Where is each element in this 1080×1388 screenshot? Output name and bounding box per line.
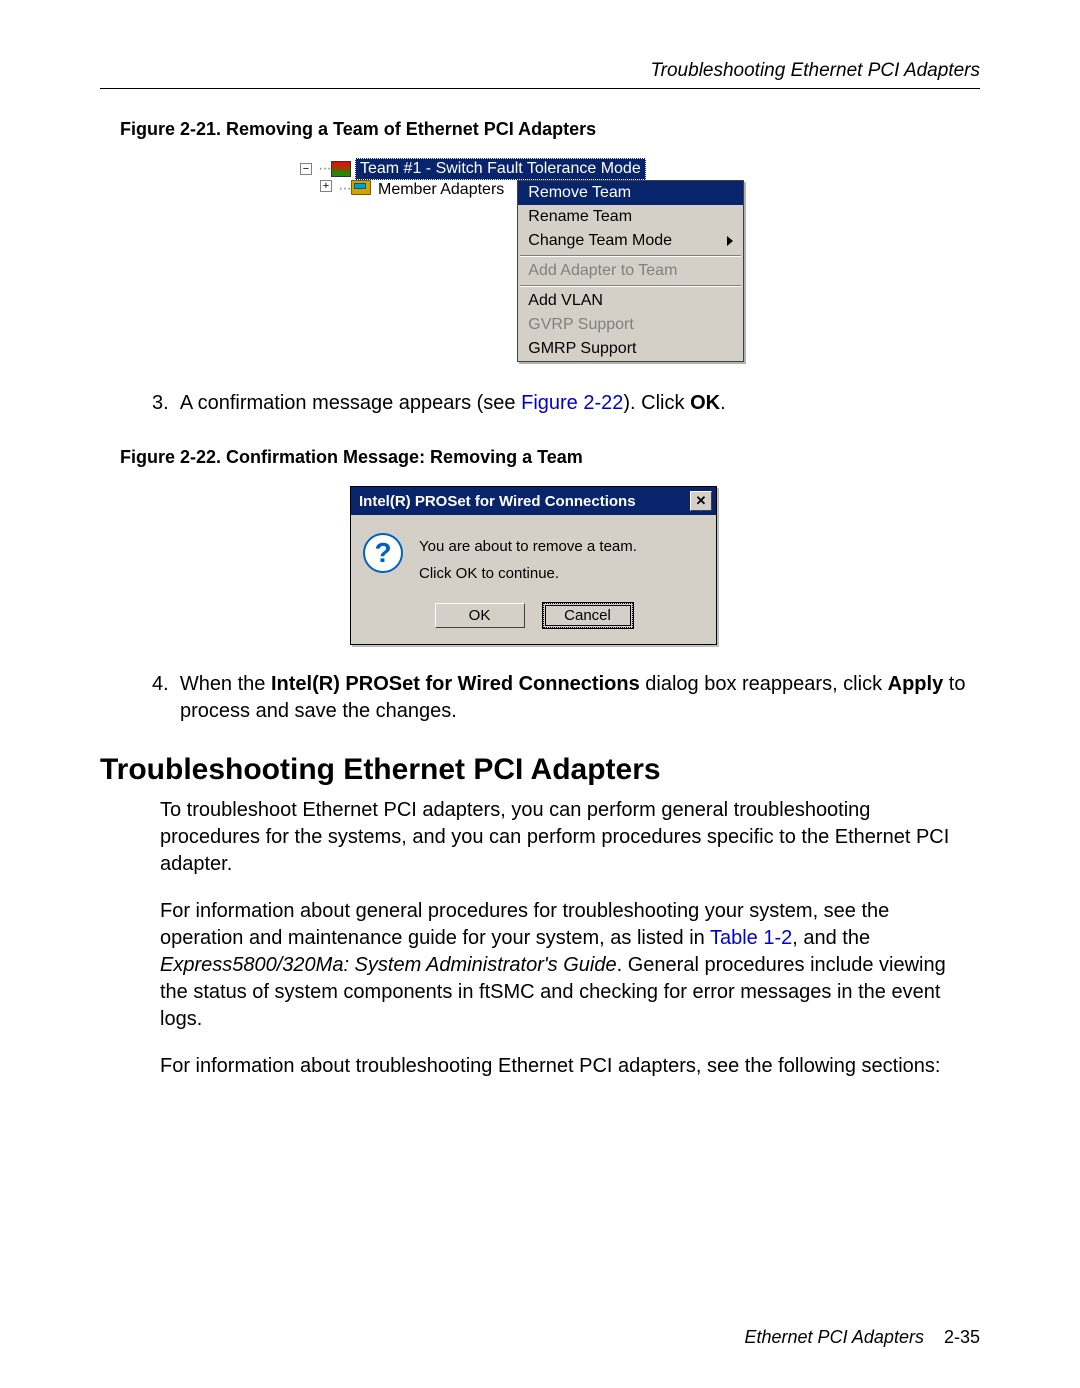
document-page: Troubleshooting Ethernet PCI Adapters Fi… [0, 0, 1080, 1388]
tree-root-row: − ··· Team #1 - Switch Fault Tolerance M… [300, 158, 980, 180]
menu-item-rename-team[interactable]: Rename Team [518, 205, 743, 229]
figure-2-22-link[interactable]: Figure 2-22 [521, 392, 623, 414]
footer-doc-title: Ethernet PCI Adapters [745, 1327, 924, 1347]
header-title: Troubleshooting Ethernet PCI Adapters [650, 60, 980, 81]
menu-separator [520, 255, 741, 257]
section-heading: Troubleshooting Ethernet PCI Adapters [100, 753, 980, 787]
dialog-titlebar: Intel(R) PROSet for Wired Connections ✕ [351, 487, 716, 515]
folder-icon [351, 180, 371, 195]
cancel-button[interactable]: Cancel [543, 603, 633, 628]
tree-child-row: + ··· Member Adapters Remove Team Rename… [320, 180, 980, 362]
menu-item-add-adapter: Add Adapter to Team [518, 259, 743, 283]
figure-1-tree-menu: − ··· Team #1 - Switch Fault Tolerance M… [300, 158, 980, 362]
dialog-body: ? You are about to remove a team. Click … [351, 515, 716, 593]
tree-connector-icon: ··· [318, 160, 331, 178]
step-4: 4. When the Intel(R) PROSet for Wired Co… [180, 671, 970, 725]
footer-page-number: 2-35 [944, 1327, 980, 1347]
tree-child-label[interactable]: Member Adapters [375, 180, 507, 200]
menu-item-remove-team[interactable]: Remove Team [518, 181, 743, 205]
menu-item-gvrp-support: GVRP Support [518, 313, 743, 337]
figure-1-caption: Figure 2-21. Removing a Team of Ethernet… [120, 119, 980, 140]
dialog-message: You are about to remove a team. Click OK… [419, 533, 637, 587]
figure-2-dialog: Intel(R) PROSet for Wired Connections ✕ … [350, 486, 980, 645]
section-paragraph-2: For information about general procedures… [160, 898, 970, 1033]
page-footer: Ethernet PCI Adapters 2-35 [745, 1327, 980, 1348]
figure-2-caption: Figure 2-22. Confirmation Message: Remov… [120, 447, 980, 468]
ok-button[interactable]: OK [435, 603, 525, 628]
dialog-button-row: OK Cancel [351, 593, 716, 644]
tree-root-label[interactable]: Team #1 - Switch Fault Tolerance Mode [355, 158, 646, 180]
tree-connector-icon: ··· [338, 180, 351, 198]
section-paragraph-3: For information about troubleshooting Et… [160, 1053, 970, 1080]
page-header: Troubleshooting Ethernet PCI Adapters [100, 60, 980, 89]
table-1-2-link[interactable]: Table 1-2 [710, 927, 792, 949]
section-paragraph-1: To troubleshoot Ethernet PCI adapters, y… [160, 797, 970, 878]
tree-expand-icon[interactable]: + [320, 180, 332, 192]
team-icon [331, 161, 351, 177]
step-3: 3. A confirmation message appears (see F… [180, 390, 970, 417]
question-icon: ? [363, 533, 403, 573]
dialog-title-text: Intel(R) PROSet for Wired Connections [359, 493, 636, 510]
close-icon[interactable]: ✕ [690, 491, 712, 511]
menu-item-add-vlan[interactable]: Add VLAN [518, 289, 743, 313]
menu-item-change-team-mode[interactable]: Change Team Mode [518, 229, 743, 253]
context-menu: Remove Team Rename Team Change Team Mode… [517, 180, 744, 362]
menu-separator [520, 285, 741, 287]
confirmation-dialog: Intel(R) PROSet for Wired Connections ✕ … [350, 486, 717, 645]
submenu-arrow-icon [727, 236, 733, 246]
menu-item-gmrp-support[interactable]: GMRP Support [518, 337, 743, 361]
tree-collapse-icon[interactable]: − [300, 163, 312, 175]
